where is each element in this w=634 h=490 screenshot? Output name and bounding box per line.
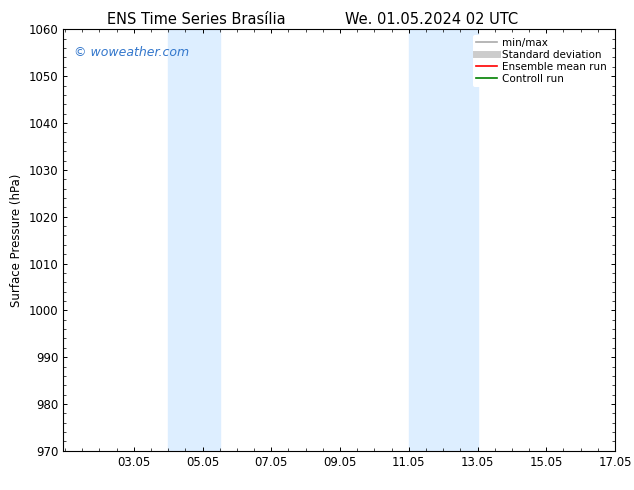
Bar <box>168 29 220 451</box>
Text: ENS Time Series Brasília: ENS Time Series Brasília <box>107 12 286 27</box>
Legend: min/max, Standard deviation, Ensemble mean run, Controll run: min/max, Standard deviation, Ensemble me… <box>473 35 610 87</box>
Text: We. 01.05.2024 02 UTC: We. 01.05.2024 02 UTC <box>344 12 518 27</box>
Y-axis label: Surface Pressure (hPa): Surface Pressure (hPa) <box>10 173 23 307</box>
Bar <box>409 29 477 451</box>
Text: © woweather.com: © woweather.com <box>74 46 190 59</box>
